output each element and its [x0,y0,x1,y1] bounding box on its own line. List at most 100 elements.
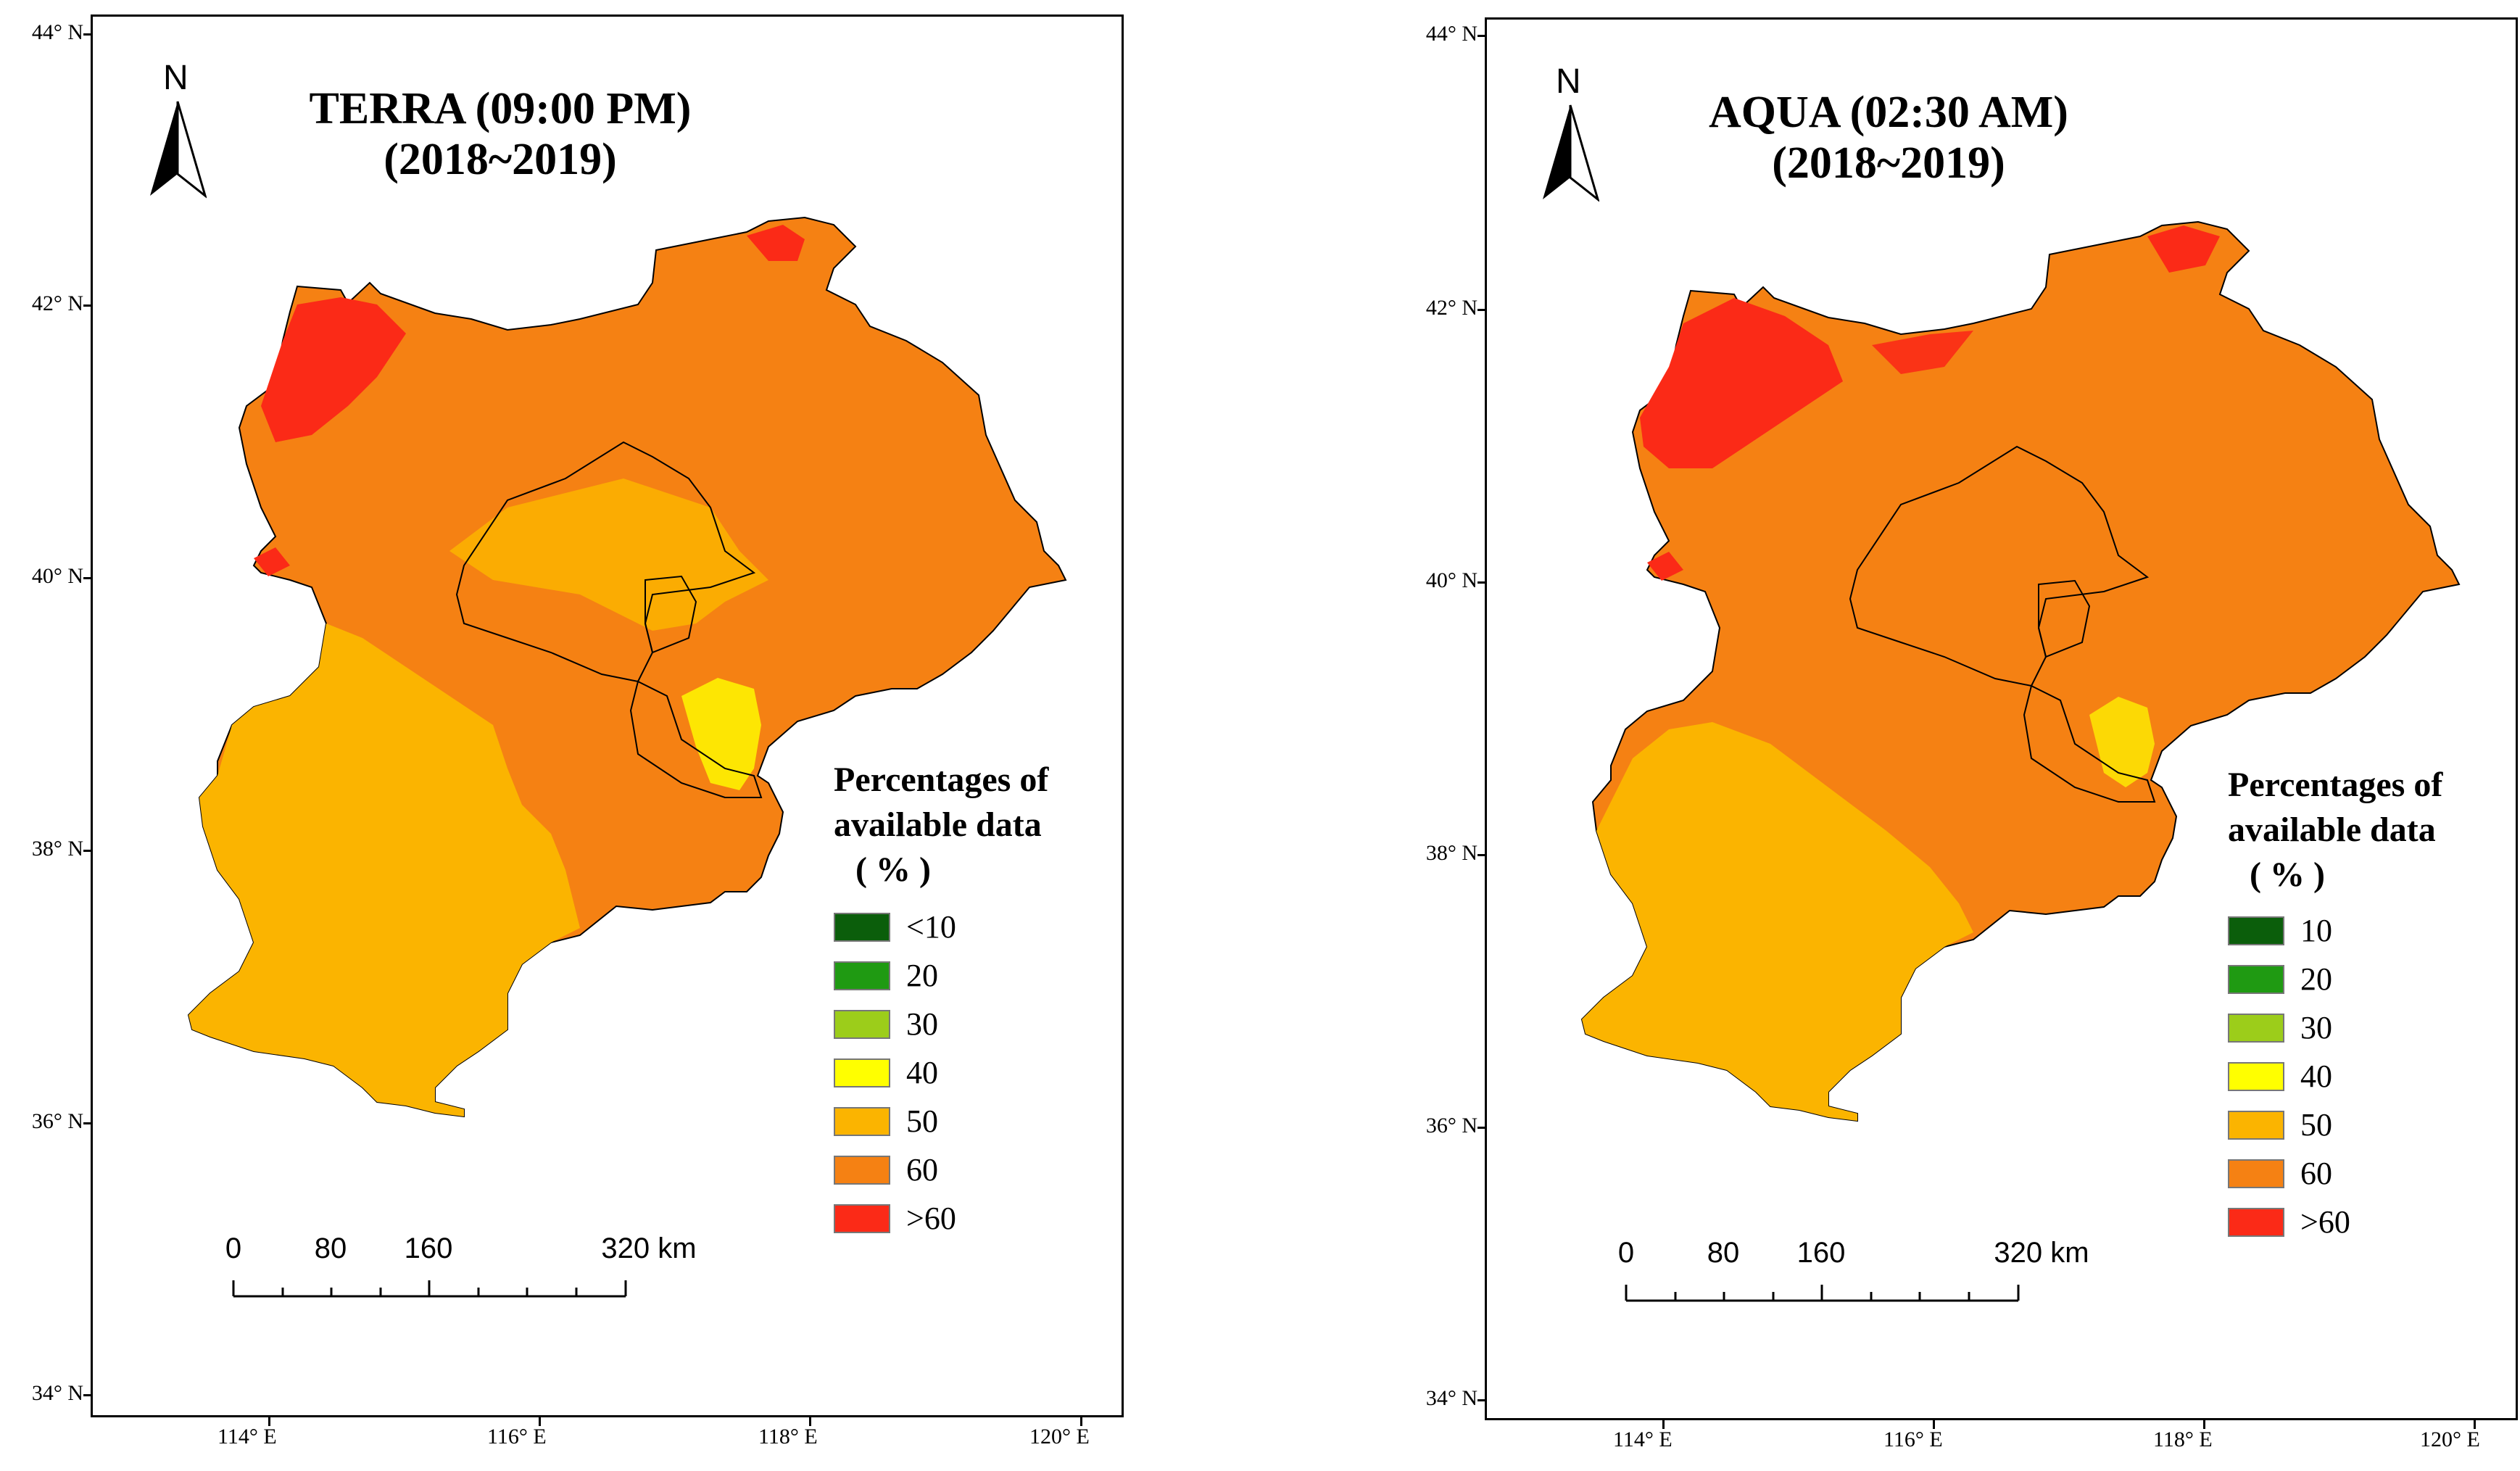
legend-swatch [834,1010,890,1039]
lat-label-44: 44° N [31,20,83,44]
north-arrow: N [149,58,207,203]
province-border [455,441,756,683]
legend-label: 20 [2300,961,2332,997]
legend-label: >60 [2300,1204,2350,1240]
legend-swatch [2228,1159,2284,1188]
lon-tick [268,1417,270,1426]
lat-tick [1477,854,1486,856]
scale-bar-graphic [1625,1285,2020,1302]
lon-tick [1080,1417,1082,1426]
lat-label-34: 34° N [31,1381,83,1405]
legend-swatch [834,1156,890,1185]
lat-tick [1477,1127,1486,1129]
lat-label-40: 40° N [1425,568,1477,592]
legend-swatch [2228,965,2284,994]
legend-label: >60 [906,1201,956,1236]
panel-terra: 44° N 42° N 40° N 38° N 36° N 34° N 114°… [31,14,1124,1449]
lat-tick [83,850,92,852]
zone-red-northwest [1640,298,1843,468]
lon-tick [1933,1420,1935,1429]
zone-red-northwest [261,297,406,442]
scale-label: 0 [1617,1237,1635,1269]
lat-label-40: 40° N [31,564,83,588]
scale-label: 0 [225,1232,242,1264]
lat-tick [1477,581,1486,584]
scale-bar: 0 80 160 320 km [1618,1237,2089,1309]
city-border [644,575,697,654]
lat-label-42: 42° N [1425,296,1477,320]
lat-label-44: 44° N [1425,22,1477,46]
study-region-map [1580,220,2461,1122]
legend-swatch [834,913,890,942]
legend-swatch [2228,1208,2284,1237]
lat-tick [1477,1399,1486,1401]
lat-tick [83,577,92,579]
legend-title-line: Percentages of [2228,766,2443,804]
lon-label-120: 120° E [2420,1428,2480,1451]
lon-label-116: 116° E [1883,1428,1943,1451]
legend-label: <10 [906,909,956,945]
legend-title-line: ( % ) [855,850,931,889]
zone-yellow-central [449,478,768,631]
lat-label-36: 36° N [31,1109,83,1133]
lat-tick [83,304,92,307]
title-line-1: TERRA (09:00 PM) [309,84,692,133]
lat-tick [83,1122,92,1124]
legend-swatch [2228,1062,2284,1091]
legend-label: 20 [906,958,938,993]
scale-label: 80 [1707,1237,1740,1269]
lon-tick [539,1417,541,1426]
scale-bar-graphic [232,1280,627,1298]
zone-red-north [1872,331,1973,374]
legend-swatch [2228,916,2284,945]
lon-label-116: 116° E [487,1425,547,1449]
lon-label-118: 118° E [758,1425,818,1449]
legend-title: Percentages of available data ( % ) [834,758,1048,892]
scale-label: 80 [314,1232,347,1264]
zone-yellow-south [1582,722,1973,1121]
lat-label-38: 38° N [31,837,83,861]
zone-red-northeast [747,225,805,261]
city-border [2038,579,2091,658]
legend-title-line: available data [2228,811,2436,849]
lon-tick [1662,1420,1665,1429]
lon-tick [2203,1420,2205,1429]
scale-label: 160 [404,1232,453,1264]
north-label: N [1556,62,1581,101]
legend-label: 60 [2300,1156,2332,1191]
scale-label: 160 [1796,1237,1846,1269]
zone-yellow-coast [681,678,761,790]
lon-label-120: 120° E [1029,1425,1090,1449]
lon-tick [2474,1420,2476,1429]
legend-swatch [834,1204,890,1233]
scale-bar: 0 80 160 320 km [225,1232,697,1305]
title-line-2: (2018~2019) [384,135,617,184]
lon-label-114: 114° E [217,1425,277,1449]
lat-label-36: 36° N [1425,1114,1477,1138]
city-border-2 [2023,684,2156,803]
legend-title-line: Percentages of [834,761,1049,799]
zone-red-west-edge [254,547,290,576]
study-region-map [187,216,1067,1118]
legend-label: 40 [906,1055,938,1090]
zone-red-west-edge [1647,552,1683,581]
north-arrow: N [1541,62,1599,207]
lat-label-34: 34° N [1425,1386,1477,1410]
legend-label: 40 [2300,1058,2332,1094]
zone-yellow-south [188,623,580,1116]
legend-label: 10 [2300,913,2332,948]
north-arrow-icon [150,101,207,199]
lat-tick [1477,35,1486,37]
legend-label: 30 [2300,1010,2332,1045]
legend-swatch [834,1058,890,1087]
title-line-2: (2018~2019) [1772,138,2005,188]
lon-label-118: 118° E [2153,1428,2213,1451]
scale-label: 320 km [1994,1237,2089,1269]
lat-label-42: 42° N [31,291,83,315]
legend-swatch [834,961,890,990]
city-border-2 [629,680,763,798]
legend-title-line: available data [834,805,1042,844]
legend-label: 50 [2300,1107,2332,1143]
legend-swatch [2228,1111,2284,1140]
lat-tick [83,1394,92,1396]
